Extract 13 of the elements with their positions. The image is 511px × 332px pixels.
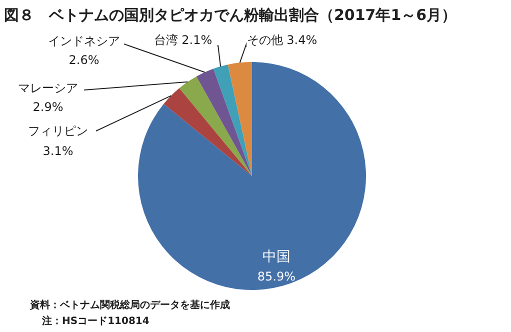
data-label: 2.9% [32, 100, 64, 114]
slice-label: その他 3.4% [246, 33, 318, 48]
slice-label: インドネシア [48, 34, 120, 48]
slice-label: マレーシア [18, 81, 78, 96]
data-label: 2.6% [68, 53, 100, 68]
data-label: 3.1% [42, 144, 74, 158]
slice-label: 中国 [262, 249, 290, 266]
chart-title: 図８ ベトナムの国別タピオカでん粉輸出割合（2017年1～6月） [4, 6, 457, 25]
data-label: 85.9% [257, 270, 296, 284]
slice-label: フィリピン [28, 124, 88, 138]
slice-label: 台湾 2.1% [154, 33, 212, 48]
text: 資料：ベトナム関税総局のデータを基に作成 [30, 298, 230, 313]
text: 注：HSコード110814 [41, 314, 150, 329]
